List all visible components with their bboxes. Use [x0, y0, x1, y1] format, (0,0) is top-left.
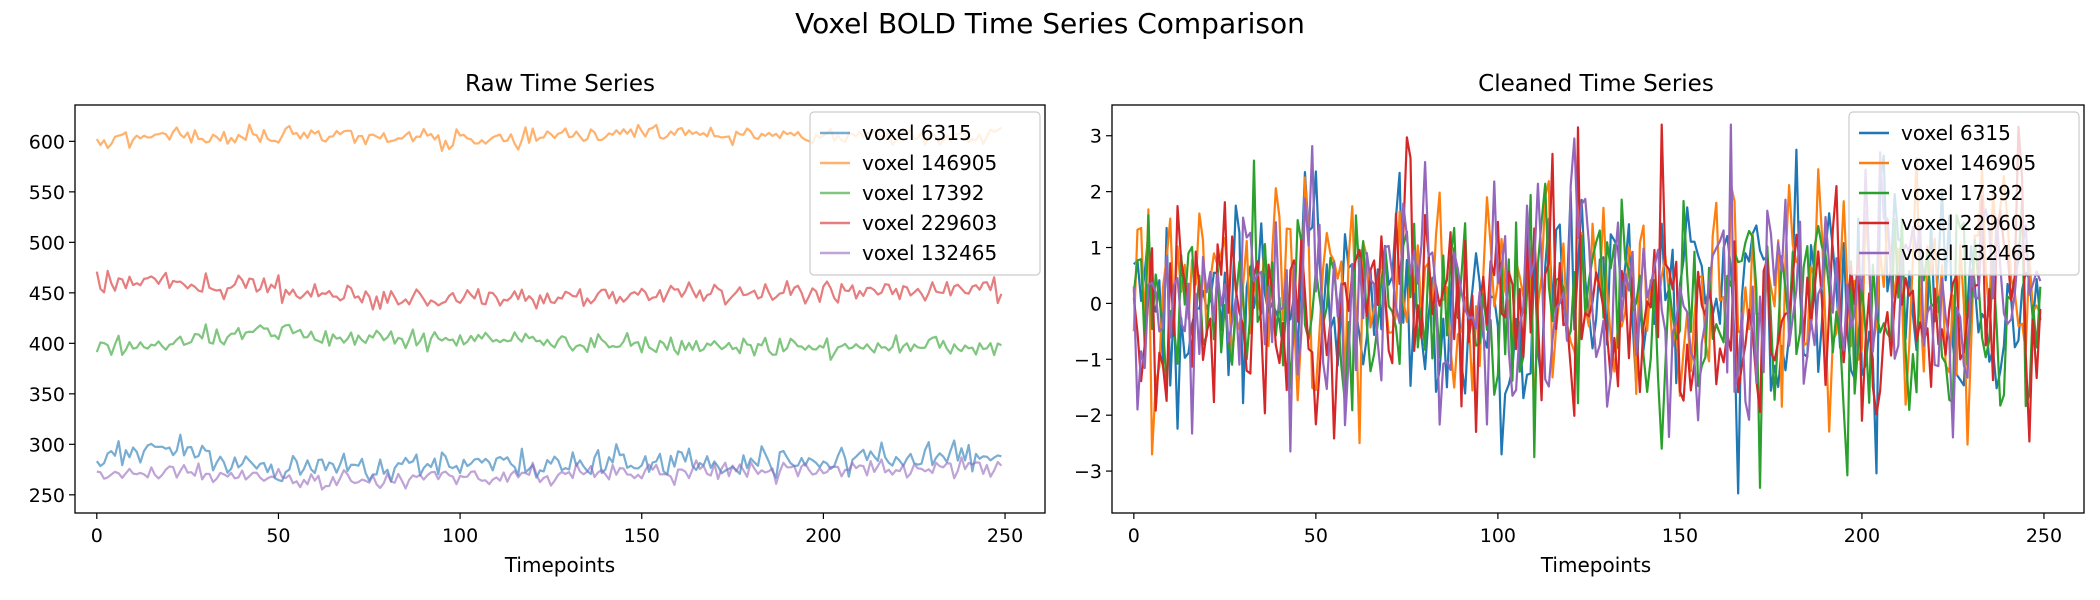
- cleaned-axes-frame: [1111, 104, 2085, 514]
- raw-legend-label: voxel 229603: [862, 211, 997, 235]
- cleaned-ytick-label: 0: [1090, 293, 1102, 315]
- raw-ytick-label: 350: [29, 384, 65, 406]
- raw-legend-box: [809, 111, 1041, 276]
- cleaned-ytick-label: −1: [1074, 349, 1102, 371]
- cleaned-legend: voxel 6315 voxel 146905 voxel 17392 voxel 2…: [1848, 111, 2080, 276]
- raw-legend-label: voxel 17392: [862, 181, 985, 205]
- cleaned-axes-xlabel: Timepoints: [1540, 553, 1651, 577]
- raw-ytick-label: 450: [29, 283, 65, 305]
- raw-time-series-axes: Raw Time Series Timepoints 0 50 100 150 200 2…: [29, 71, 1046, 577]
- raw-xtick-label: 100: [442, 525, 478, 547]
- cleaned-legend-label: voxel 229603: [1901, 211, 2036, 235]
- raw-legend: voxel 6315 voxel 146905 voxel 17392 voxel 2…: [809, 111, 1041, 276]
- cleaned-xtick-label: 250: [2026, 525, 2062, 547]
- raw-xtick-label: 150: [624, 525, 660, 547]
- raw-series-line-voxel-229603: [95, 269, 1003, 311]
- raw-xtick-label: 50: [266, 525, 290, 547]
- raw-ytick-label: 550: [29, 182, 65, 204]
- raw-axes-xlabel: Timepoints: [504, 553, 615, 577]
- raw-ytick-label: 250: [29, 485, 65, 507]
- raw-legend-label: voxel 146905: [862, 151, 997, 175]
- cleaned-ytick-label: −3: [1074, 461, 1102, 483]
- cleaned-ytick-label: 1: [1090, 238, 1102, 260]
- raw-ytick-label: 300: [29, 434, 65, 456]
- figure-suptitle: Voxel BOLD Time Series Comparison: [795, 7, 1305, 40]
- raw-ytick-label: 400: [29, 333, 65, 355]
- cleaned-xtick-label: 200: [1844, 525, 1880, 547]
- cleaned-ytick-label: 3: [1090, 126, 1102, 148]
- cleaned-xtick-label: 50: [1304, 525, 1328, 547]
- raw-xtick-label: 0: [91, 525, 103, 547]
- raw-axes-frame: [74, 104, 1046, 514]
- cleaned-time-series-axes: Cleaned Time Series Timepoints 0 50 100 150…: [1074, 71, 2085, 577]
- raw-ytick-label: 600: [29, 131, 65, 153]
- cleaned-ytick-label: 2: [1090, 182, 1102, 204]
- cleaned-legend-label: voxel 6315: [1901, 121, 2011, 145]
- cleaned-xtick-label: 100: [1480, 525, 1516, 547]
- raw-series-group: [95, 123, 1003, 491]
- cleaned-legend-label: voxel 132465: [1901, 241, 2036, 265]
- cleaned-ytick-label: −2: [1074, 405, 1102, 427]
- cleaned-axes-title: Cleaned Time Series: [1478, 71, 1714, 97]
- raw-xtick-label: 200: [805, 525, 841, 547]
- cleaned-xtick-label: 0: [1128, 525, 1140, 547]
- cleaned-xtick-label: 150: [1662, 525, 1698, 547]
- raw-axes-title: Raw Time Series: [465, 71, 655, 97]
- raw-legend-label: voxel 6315: [862, 121, 972, 145]
- raw-legend-label: voxel 132465: [862, 241, 997, 265]
- cleaned-series-line-voxel-229603: [1132, 123, 2042, 443]
- raw-ytick-label: 500: [29, 232, 65, 254]
- raw-series-line-voxel-17392: [95, 323, 1002, 361]
- cleaned-legend-label: voxel 17392: [1901, 181, 2024, 205]
- raw-xtick-label: 250: [987, 525, 1023, 547]
- cleaned-legend-label: voxel 146905: [1901, 151, 2036, 175]
- raw-series-line-voxel-132465: [96, 456, 1003, 491]
- cleaned-legend-box: [1848, 111, 2080, 276]
